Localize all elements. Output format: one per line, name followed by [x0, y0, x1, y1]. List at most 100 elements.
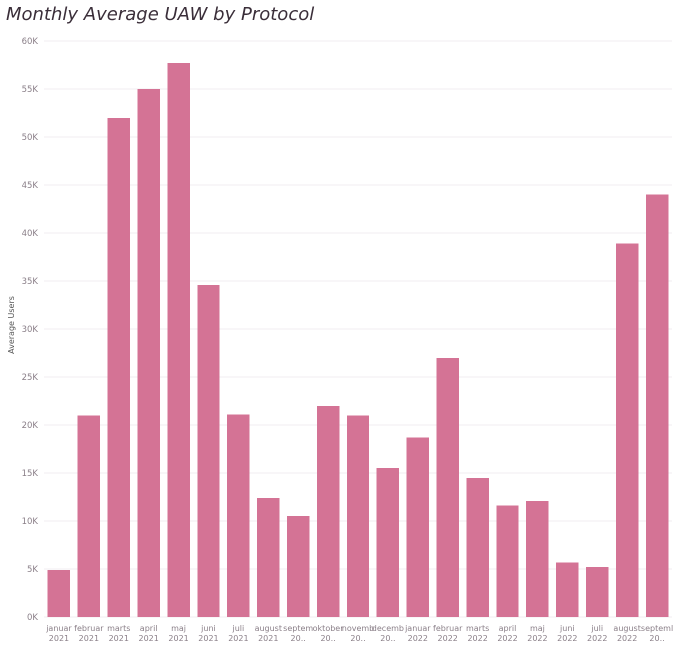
bar — [107, 117, 130, 618]
bar — [466, 477, 489, 617]
x-tick-label: marts 2021 — [107, 624, 130, 643]
x-tick-year: 2022 — [527, 634, 547, 643]
bar — [586, 567, 609, 617]
y-tick-label: 40K — [22, 229, 39, 239]
bar — [77, 415, 101, 617]
x-tick-label: juni 2021 — [198, 624, 218, 643]
x-tick-month: decemb — [372, 624, 404, 633]
x-tick-month: maj — [530, 624, 545, 633]
x-tick-label: februar 2022 — [433, 624, 463, 643]
x-tick-year: 20.. — [291, 634, 306, 643]
x-tick-year: 20.. — [649, 634, 664, 643]
y-tick-label: 10K — [22, 517, 39, 527]
x-tick-label: decemb 20.. — [372, 624, 404, 643]
x-tick-label: juli 2021 — [228, 624, 248, 643]
y-tick-label: 0K — [27, 613, 38, 623]
x-tick-label: januar 2021 — [45, 624, 72, 643]
x-tick-label: septeml 20.. — [641, 624, 673, 643]
x-tick-year: 20.. — [350, 634, 365, 643]
x-tick-year: 20.. — [320, 634, 335, 643]
y-tick-label: 35K — [22, 277, 39, 287]
x-tick-label: juni 2022 — [557, 624, 577, 643]
x-tick-month: august — [255, 624, 282, 633]
bar — [526, 500, 549, 617]
x-tick-month: oktober — [313, 624, 345, 633]
x-tick-year: 2022 — [557, 634, 577, 643]
x-tick-year: 2021 — [258, 634, 278, 643]
x-tick-month: juli — [590, 624, 603, 633]
x-tick-year: 2021 — [168, 634, 188, 643]
x-tick-year: 20.. — [380, 634, 395, 643]
x-tick-label: septem 20.. — [283, 624, 313, 643]
x-tick-year: 2022 — [497, 634, 517, 643]
x-tick-label: oktober 20.. — [313, 624, 345, 643]
x-tick-month: marts — [466, 624, 489, 633]
y-tick-label: 45K — [22, 181, 39, 191]
bar — [227, 414, 250, 617]
y-tick-label: 30K — [22, 325, 39, 335]
x-tick-year: 2022 — [587, 634, 607, 643]
y-axis-ticks: 0K 5K 10K 15K 20K 25K 30K 35K 40K 45K 50K 55K 60K — [22, 37, 39, 623]
y-axis-title: Average Users — [7, 296, 16, 354]
bar — [556, 562, 579, 617]
x-tick-month: juni — [200, 624, 216, 633]
x-tick-month: august — [613, 624, 640, 633]
x-tick-year: 2021 — [198, 634, 218, 643]
x-tick-month: februar — [74, 624, 104, 633]
y-tick-label: 25K — [22, 373, 39, 383]
y-tick-label: 50K — [22, 133, 39, 143]
bar — [406, 437, 430, 617]
x-tick-month: septeml — [641, 624, 673, 633]
y-tick-label: 20K — [22, 421, 39, 431]
x-tick-label: august 2021 — [255, 624, 282, 643]
x-tick-month: januar — [45, 624, 72, 633]
x-tick-year: 2022 — [408, 634, 428, 643]
x-tick-label: maj 2021 — [168, 624, 188, 643]
x-tick-year: 2021 — [109, 634, 129, 643]
bar — [645, 194, 669, 617]
bar — [197, 284, 220, 617]
x-tick-month: novemb — [342, 624, 375, 633]
x-tick-label: februar 2021 — [74, 624, 104, 643]
x-tick-year: 2022 — [617, 634, 637, 643]
chart-title: Monthly Average UAW by Protocol — [6, 4, 315, 25]
x-tick-month: juni — [559, 624, 575, 633]
x-tick-label: januar 2022 — [404, 624, 431, 643]
x-tick-year: 2021 — [228, 634, 248, 643]
x-tick-label: marts 2022 — [466, 624, 489, 643]
x-tick-month: septem — [283, 624, 313, 633]
x-tick-label: april 2021 — [138, 624, 158, 643]
bar — [257, 497, 280, 617]
x-tick-year: 2022 — [467, 634, 487, 643]
x-tick-month: februar — [433, 624, 463, 633]
bar — [615, 243, 639, 617]
bar — [47, 569, 71, 617]
bar — [346, 415, 370, 617]
x-tick-year: 2021 — [138, 634, 158, 643]
bar — [167, 63, 190, 617]
x-tick-month: marts — [107, 624, 130, 633]
x-tick-label: april 2022 — [497, 624, 517, 643]
y-tick-label: 5K — [27, 565, 38, 575]
bars — [47, 63, 669, 618]
bar — [436, 357, 459, 617]
y-tick-label: 55K — [22, 85, 39, 95]
bar — [286, 516, 310, 617]
bar — [316, 405, 340, 617]
x-tick-year: 2021 — [79, 634, 99, 643]
x-tick-month: januar — [404, 624, 431, 633]
x-tick-year: 2022 — [438, 634, 458, 643]
x-tick-year: 2021 — [49, 634, 69, 643]
bar — [496, 505, 519, 617]
x-tick-month: juli — [232, 624, 245, 633]
bar — [137, 89, 160, 617]
x-tick-label: maj 2022 — [527, 624, 547, 643]
x-tick-label: juli 2022 — [587, 624, 607, 643]
x-tick-month: maj — [171, 624, 186, 633]
y-tick-label: 60K — [22, 37, 39, 47]
x-tick-month: april — [499, 624, 517, 633]
x-tick-label: novemb 20.. — [342, 624, 375, 643]
x-tick-month: april — [140, 624, 158, 633]
